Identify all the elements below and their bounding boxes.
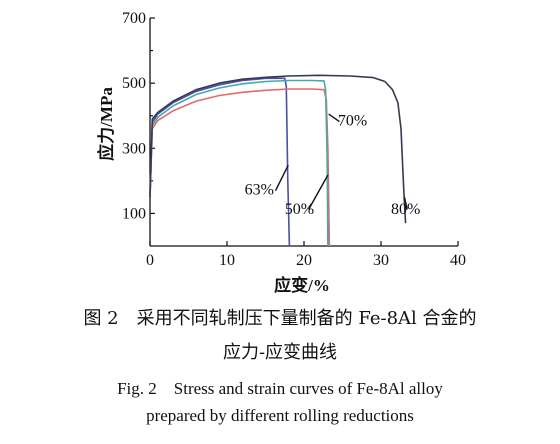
annotation-label: 50% — [285, 201, 314, 218]
caption-en-line1: Fig. 2 Stress and strain curves of Fe-8A… — [117, 379, 443, 398]
x-tick-label: 0 — [146, 252, 154, 269]
y-tick-label: 300 — [122, 140, 146, 157]
x-tick-label: 10 — [219, 252, 235, 269]
series-line-63pct — [149, 77, 291, 247]
y-tick-label: 500 — [122, 75, 146, 92]
annotation-label: 63% — [245, 182, 274, 199]
annotations-group: 63% 50% 70% 80% — [245, 112, 421, 218]
caption-zh-line2: 应力-应变曲线 — [222, 342, 338, 363]
annotation-label: 70% — [338, 112, 367, 129]
series-line-80pct — [149, 74, 407, 224]
annotation-leader-line — [308, 174, 329, 210]
x-axis-title: 应变/% — [274, 275, 330, 295]
caption-zh-line1: 图 2 采用不同轧制压下量制备的 Fe-8Al 合金的 — [83, 308, 477, 329]
annotation-label: 80% — [391, 201, 420, 218]
axes: 0 10 20 30 40 100 300 500 700 应变/% 应力/MPa — [96, 10, 466, 295]
y-axis-title: 应力/MPa — [96, 87, 116, 161]
x-tick-label: 40 — [450, 252, 466, 269]
caption-en-line2: prepared by different rolling reductions — [146, 406, 414, 425]
stress-strain-chart: 0 10 20 30 40 100 300 500 700 应变/% 应力/MPa 63% 50% 70… — [96, 10, 466, 295]
x-tick-label: 30 — [373, 252, 389, 269]
annotation-leader-line — [328, 113, 340, 123]
annotation-leader-line — [403, 196, 408, 210]
x-tick-label: 20 — [296, 252, 312, 269]
y-tick-label: 100 — [122, 205, 146, 222]
annotation-leader-line — [274, 164, 289, 191]
series-group — [149, 74, 407, 247]
series-line-50pct — [149, 88, 331, 247]
series-line-70pct — [149, 79, 329, 247]
y-tick-label: 700 — [122, 10, 146, 27]
